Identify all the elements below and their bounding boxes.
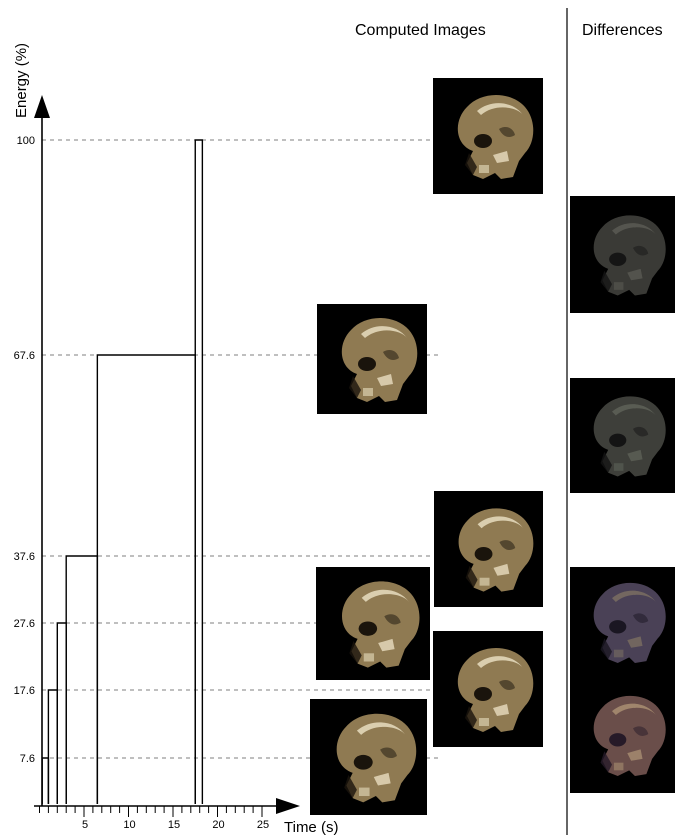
skull-difference-icon xyxy=(593,582,666,664)
skull-xray-icon xyxy=(458,508,534,592)
computed-images-header: Computed Images xyxy=(355,22,486,39)
energy-step-1 xyxy=(41,757,50,804)
y-tick-label: 100 xyxy=(17,135,35,147)
computed-image-27-6 xyxy=(316,567,430,680)
skull-difference-icon xyxy=(593,396,666,477)
x-tick-label: 15 xyxy=(168,819,180,831)
computed-image-17-6 xyxy=(433,631,543,747)
y-axis-label: Energy (%) xyxy=(13,43,30,118)
computed-image-37-6 xyxy=(434,491,543,607)
difference-image-2 xyxy=(570,378,675,493)
difference-image-4 xyxy=(570,677,675,793)
x-tick-label: 5 xyxy=(82,819,88,831)
y-axis-arrow xyxy=(34,95,50,118)
x-axis-label: Time (s) xyxy=(284,819,338,835)
x-tick-label: 10 xyxy=(123,819,135,831)
energy-step-2 xyxy=(47,689,58,804)
x-axis-arrow xyxy=(276,798,300,814)
x-tick-label: 20 xyxy=(212,819,224,831)
energy-step-5 xyxy=(96,354,196,804)
skull-xray-icon xyxy=(336,713,417,803)
skull-xray-icon xyxy=(457,648,534,732)
difference-image-1 xyxy=(570,196,675,313)
y-tick-label: 67.6 xyxy=(14,350,35,362)
computed-image-67-6 xyxy=(317,304,427,414)
computed-image-100 xyxy=(433,78,543,194)
skull-xray-icon xyxy=(341,318,418,402)
y-tick-label: 7.6 xyxy=(20,753,35,765)
skull-difference-icon xyxy=(593,215,666,296)
energy-step-4 xyxy=(65,555,99,804)
skull-xray-icon xyxy=(341,581,420,668)
energy-step-6 xyxy=(194,139,204,804)
energy-step-3 xyxy=(56,622,67,804)
y-tick-label: 27.6 xyxy=(14,618,35,630)
computed-image-7-6 xyxy=(310,699,427,815)
differences-header: Differences xyxy=(582,22,663,39)
y-tick-label: 17.6 xyxy=(14,685,35,697)
skull-xray-icon xyxy=(457,95,534,179)
x-tick-label: 25 xyxy=(257,819,269,831)
y-tick-label: 37.6 xyxy=(14,551,35,563)
skull-difference-icon xyxy=(593,695,666,777)
difference-image-3 xyxy=(570,567,675,677)
